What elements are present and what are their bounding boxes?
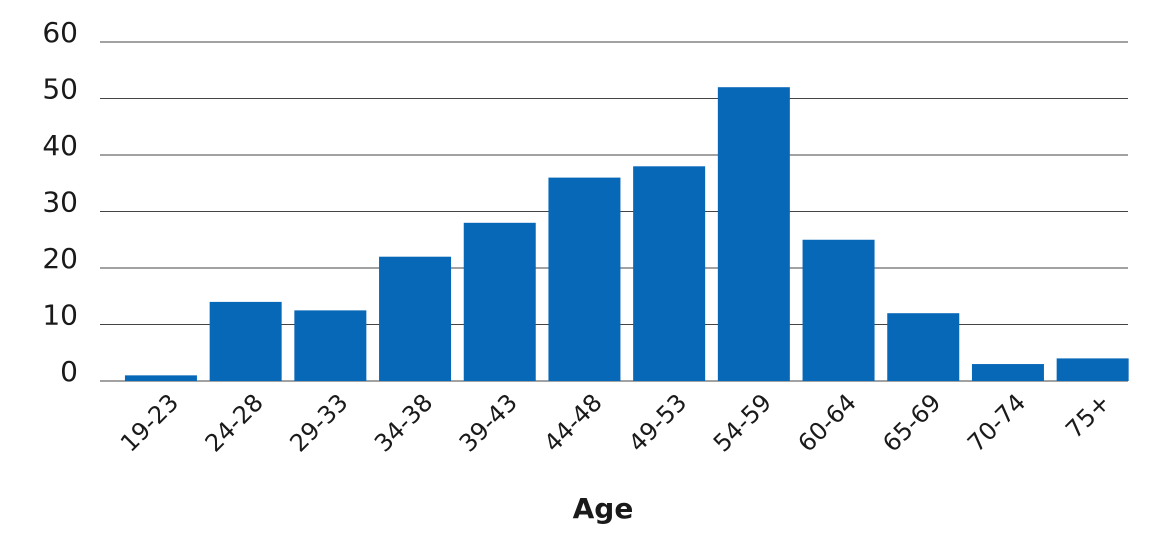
y-tick-label: 10	[42, 299, 78, 332]
x-tick-label: 60-64	[793, 388, 862, 457]
bar	[124, 375, 197, 381]
y-tick-label: 60	[42, 16, 78, 49]
bar	[1056, 358, 1129, 381]
y-tick-label: 30	[42, 186, 78, 219]
bar	[633, 166, 706, 381]
bar	[209, 301, 282, 381]
x-tick-label: 29-33	[284, 388, 353, 457]
x-tick-label: 44-48	[539, 388, 608, 457]
bar	[887, 313, 960, 381]
x-tick-label: 75+	[1060, 388, 1116, 444]
bar	[802, 239, 875, 381]
bar	[717, 87, 790, 381]
bar	[548, 177, 621, 381]
x-tick-label: 49-53	[623, 388, 692, 457]
x-tick-label: 34-38	[369, 388, 438, 457]
x-tick-label: 39-43	[454, 388, 523, 457]
x-axis-title: Age	[573, 492, 634, 525]
bar	[379, 256, 452, 381]
y-tick-label: 20	[42, 242, 78, 275]
bar	[294, 310, 367, 381]
y-tick-label: 50	[42, 73, 78, 106]
y-tick-label: 40	[42, 129, 78, 162]
bar	[971, 364, 1044, 381]
x-tick-label: 70-74	[962, 388, 1031, 457]
x-tick-label: 65-69	[877, 388, 946, 457]
x-tick-label: 54-59	[708, 388, 777, 457]
x-tick-label: 24-28	[200, 388, 269, 457]
bar	[463, 222, 536, 381]
y-tick-label: 0	[60, 355, 78, 388]
x-tick-label: 19-23	[115, 388, 184, 457]
